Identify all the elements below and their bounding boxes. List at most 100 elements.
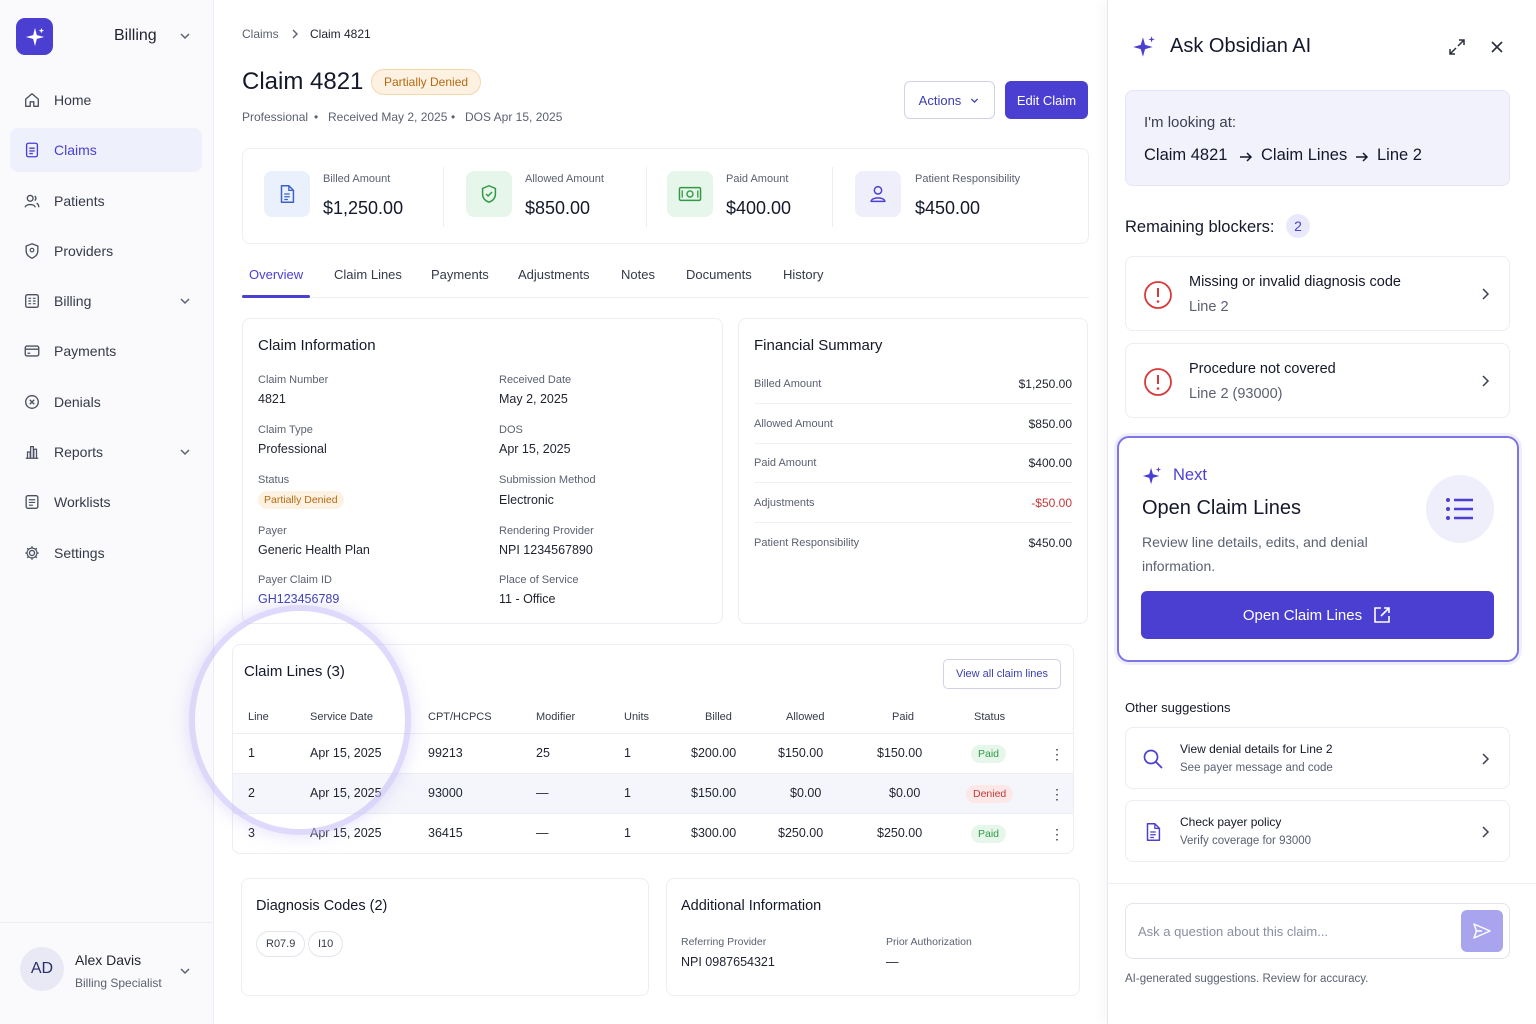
expand-icon[interactable] bbox=[1447, 37, 1467, 57]
stat-label: Paid Amount bbox=[726, 173, 789, 185]
context-line[interactable]: Line 2 bbox=[1377, 146, 1422, 164]
tab-bar: Overview Claim Lines Payments Adjustment… bbox=[242, 258, 1089, 298]
blocker-item[interactable]: Procedure not covered Line 2 (93000) bbox=[1125, 343, 1510, 418]
user-profile[interactable]: AD Alex Davis Billing Specialist bbox=[0, 922, 214, 1024]
workspace-name[interactable]: Billing bbox=[114, 27, 157, 44]
sidebar-item-providers[interactable]: Providers bbox=[10, 229, 202, 273]
tab-adjustments[interactable]: Adjustments bbox=[518, 267, 590, 282]
field-label: Payer bbox=[258, 525, 287, 537]
breadcrumb-current: Claim 4821 bbox=[310, 27, 371, 41]
send-button[interactable] bbox=[1461, 910, 1503, 952]
close-icon[interactable] bbox=[1487, 37, 1507, 57]
ask-question-input[interactable] bbox=[1138, 920, 1448, 942]
row-value: $1,250.00 bbox=[1018, 377, 1072, 391]
sidebar-item-denials[interactable]: Denials bbox=[10, 380, 202, 424]
stat-allowed: Allowed Amount $850.00 bbox=[444, 149, 646, 245]
sidebar-item-settings[interactable]: Settings bbox=[10, 531, 202, 575]
more-options-icon[interactable]: ⋮ bbox=[1050, 746, 1064, 762]
table-row[interactable]: 1 Apr 15, 2025 99213 25 1 $200.00 $150.0… bbox=[233, 733, 1073, 773]
sparkle-icon bbox=[1142, 466, 1162, 485]
user-role: Billing Specialist bbox=[75, 976, 162, 990]
sidebar-item-billing[interactable]: Billing bbox=[10, 279, 202, 323]
meta-dot: • bbox=[314, 110, 319, 124]
sidebar-item-reports[interactable]: Reports bbox=[10, 430, 202, 474]
table-row[interactable]: 3 Apr 15, 2025 36415 — 1 $300.00 $250.00… bbox=[233, 813, 1073, 853]
payments-icon bbox=[22, 341, 42, 361]
suggestion-item[interactable]: Check payer policy Verify coverage for 9… bbox=[1125, 800, 1510, 862]
blocker-title: Missing or invalid diagnosis code bbox=[1189, 274, 1401, 290]
cell-service-date: Apr 15, 2025 bbox=[310, 826, 382, 840]
tab-overview[interactable]: Overview bbox=[249, 267, 304, 282]
card-title: Additional Information bbox=[681, 898, 822, 914]
button-label: Open Claim Lines bbox=[1242, 606, 1363, 624]
chevron-right-icon bbox=[1482, 288, 1490, 300]
suggestion-item[interactable]: View denial details for Line 2 See payer… bbox=[1125, 727, 1510, 789]
chevron-down-icon[interactable] bbox=[178, 29, 192, 43]
chevron-down-icon bbox=[180, 449, 190, 456]
diagnosis-code-chip[interactable]: I10 bbox=[308, 931, 344, 957]
open-claim-lines-button[interactable]: Open Claim Lines bbox=[1141, 591, 1494, 639]
worklists-icon bbox=[22, 492, 42, 512]
stat-billed: Billed Amount $1,250.00 bbox=[243, 149, 443, 245]
sidebar-item-payments[interactable]: Payments bbox=[10, 329, 202, 373]
field-value: Apr 15, 2025 bbox=[499, 442, 571, 456]
field-label: Payer Claim ID bbox=[258, 574, 332, 586]
more-options-icon[interactable]: ⋮ bbox=[1050, 786, 1064, 802]
sidebar-item-home[interactable]: Home bbox=[10, 78, 202, 122]
row-value: $400.00 bbox=[1028, 456, 1072, 470]
chevron-right-icon bbox=[1482, 375, 1490, 387]
more-options-icon[interactable]: ⋮ bbox=[1050, 826, 1064, 842]
divider bbox=[832, 167, 833, 227]
edit-claim-button[interactable]: Edit Claim bbox=[1005, 81, 1088, 119]
context-claim[interactable]: Claim 4821 bbox=[1144, 146, 1228, 164]
cell-billed: $150.00 bbox=[691, 786, 737, 800]
column-header: Paid bbox=[892, 711, 915, 723]
meta-dot: • bbox=[451, 110, 456, 124]
sidebar-item-worklists[interactable]: Worklists bbox=[10, 480, 202, 524]
blocker-title: Procedure not covered bbox=[1189, 361, 1336, 377]
cell-cpt: 36415 bbox=[428, 826, 463, 840]
sidebar-item-label: Billing bbox=[54, 293, 92, 310]
cash-icon bbox=[667, 171, 713, 217]
table-row[interactable]: 2 Apr 15, 2025 93000 — 1 $150.00 $0.00 $… bbox=[233, 773, 1073, 813]
status-badge: Partially Denied bbox=[371, 69, 482, 95]
chevron-down-icon[interactable] bbox=[178, 964, 192, 978]
send-icon bbox=[1473, 923, 1491, 939]
arrow-right-icon bbox=[1240, 152, 1253, 162]
row-label: Billed Amount bbox=[754, 378, 822, 390]
field-label: DOS bbox=[499, 424, 523, 436]
document-icon bbox=[264, 171, 310, 217]
payer-claim-id-link[interactable]: GH123456789 bbox=[258, 592, 340, 606]
blocker-item[interactable]: Missing or invalid diagnosis code Line 2 bbox=[1125, 256, 1510, 331]
actions-button[interactable]: Actions bbox=[904, 81, 995, 119]
tab-history[interactable]: History bbox=[783, 267, 824, 282]
cell-line: 3 bbox=[248, 826, 255, 840]
tab-claim-lines[interactable]: Claim Lines bbox=[334, 267, 402, 282]
view-all-claim-lines-button[interactable]: View all claim lines bbox=[943, 659, 1061, 689]
diagnosis-code-chip[interactable]: R07.9 bbox=[256, 931, 306, 957]
context-section[interactable]: Claim Lines bbox=[1261, 146, 1348, 164]
blockers-count-badge: 2 bbox=[1286, 214, 1310, 238]
sidebar-item-patients[interactable]: Patients bbox=[10, 179, 202, 223]
sidebar-item-claims[interactable]: Claims bbox=[10, 128, 202, 173]
sidebar-item-label: Providers bbox=[54, 242, 114, 259]
app-logo[interactable] bbox=[16, 18, 53, 55]
field-label: Rendering Provider bbox=[499, 525, 594, 537]
list-icon bbox=[1426, 475, 1494, 543]
column-header: Billed bbox=[705, 711, 732, 723]
financial-row: Paid Amount $400.00 bbox=[754, 443, 1072, 483]
divider bbox=[646, 167, 647, 227]
claim-lines-card: Claim Lines (3) View all claim lines Lin… bbox=[232, 644, 1074, 854]
tab-documents[interactable]: Documents bbox=[686, 267, 752, 282]
sidebar-item-label: Claims bbox=[54, 142, 97, 159]
row-value: $450.00 bbox=[1028, 536, 1072, 550]
status-badge: Paid bbox=[971, 745, 1007, 763]
breadcrumb-claims[interactable]: Claims bbox=[242, 27, 279, 41]
tab-payments[interactable]: Payments bbox=[431, 267, 489, 282]
tab-notes[interactable]: Notes bbox=[621, 267, 655, 282]
field-value: Electronic bbox=[499, 493, 554, 507]
next-step-card: Next Open Claim Lines Review line detail… bbox=[1117, 436, 1519, 662]
status-badge: Denied bbox=[966, 785, 1014, 803]
cell-allowed: $0.00 bbox=[790, 786, 822, 800]
status-badge: Paid bbox=[971, 825, 1007, 843]
